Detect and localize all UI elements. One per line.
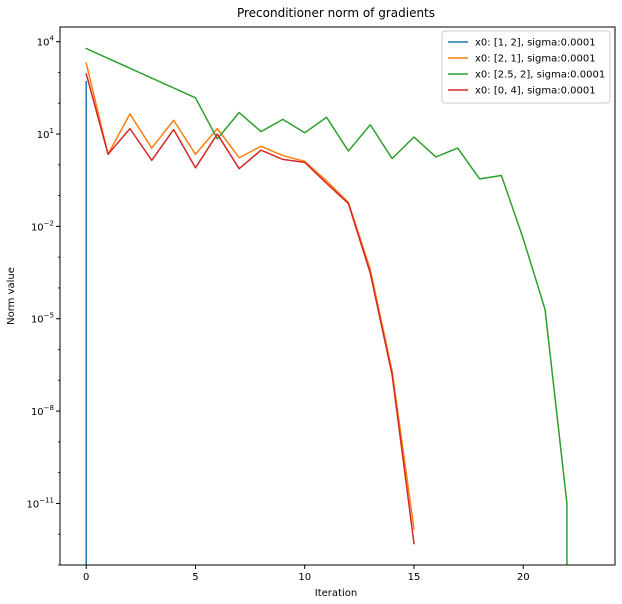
series-line-4 xyxy=(85,72,415,545)
x-axis-title: Iteration xyxy=(315,588,357,599)
x-tick-label: 0 xyxy=(83,572,89,583)
x-axis: 0 5 10 15 20 xyxy=(83,565,530,583)
series-line-3 xyxy=(85,47,568,565)
x-tick-label: 5 xyxy=(192,572,198,583)
plot-area xyxy=(85,47,568,565)
legend-label: x0: [1, 2], sigma:0.0001 xyxy=(475,38,596,49)
y-axis: 104 101 10−2 10−5 10−8 10−11 xyxy=(26,35,60,566)
chart-title: Preconditioner norm of gradients xyxy=(237,6,435,20)
legend-label: x0: [2, 1], sigma:0.0001 xyxy=(475,54,596,65)
legend-frame xyxy=(441,30,611,104)
y-tick-label: 10−11 xyxy=(26,496,54,510)
legend: x0: [1, 2], sigma:0.0001 x0: [2, 1], sigm… xyxy=(441,30,611,104)
y-tick-label: 104 xyxy=(37,35,55,49)
y-tick-label: 10−8 xyxy=(31,404,54,418)
y-tick-label: 101 xyxy=(37,127,54,141)
x-tick-label: 15 xyxy=(408,572,421,583)
y-tick-label: 10−2 xyxy=(31,219,54,233)
y-axis-title: Norm value xyxy=(6,267,17,325)
x-tick-label: 20 xyxy=(517,572,530,583)
plot-frame xyxy=(59,26,616,566)
legend-label: x0: [2.5, 2], sigma:0.0001 xyxy=(475,70,605,81)
x-tick-label: 10 xyxy=(298,572,311,583)
legend-label: x0: [0, 4], sigma:0.0001 xyxy=(475,86,596,97)
y-tick-label: 10−5 xyxy=(31,312,54,326)
